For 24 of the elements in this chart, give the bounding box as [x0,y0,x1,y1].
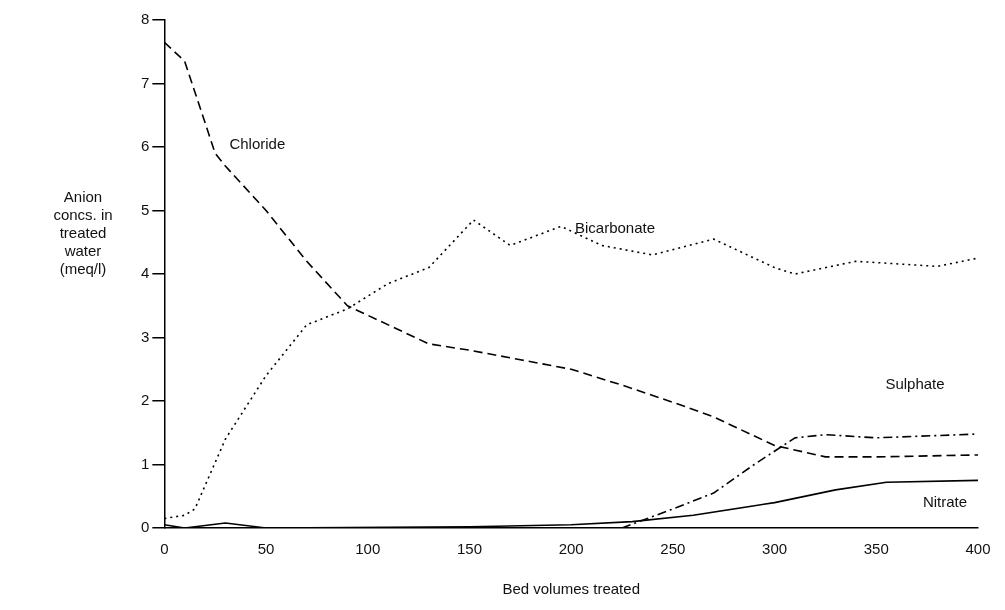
y-tick-label: 0 [141,518,150,536]
y-tick-label: 3 [141,327,150,345]
x-tick-label: 0 [160,540,169,558]
x-tick-label: 300 [762,540,788,558]
y-axis-title: Anion concs. in treated water (meq/l) [53,188,113,278]
x-tick-label: 50 [257,540,275,558]
x-tick-label: 250 [660,540,686,558]
x-tick-label: 400 [965,540,991,558]
y-tick-label: 6 [141,137,150,155]
y-tick-label: 2 [141,391,150,409]
y-tick-label: 8 [141,10,150,28]
x-tick-label: 150 [456,540,482,558]
y-tick-label: 4 [141,264,150,282]
x-tick-label: 350 [863,540,889,558]
y-tick-label: 1 [141,454,150,472]
series-label: Bicarbonate [574,218,656,236]
series-label: Chloride [229,135,286,153]
text: Sulphate [885,375,945,393]
y-tick-label: 5 [141,200,150,218]
series-label: Nitrate [922,492,968,510]
x-tick-label: 100 [355,540,381,558]
y-tick-label: 7 [141,73,150,91]
x-tick-label: 200 [558,540,584,558]
x-axis-title: Bed volumes treated [502,580,640,598]
